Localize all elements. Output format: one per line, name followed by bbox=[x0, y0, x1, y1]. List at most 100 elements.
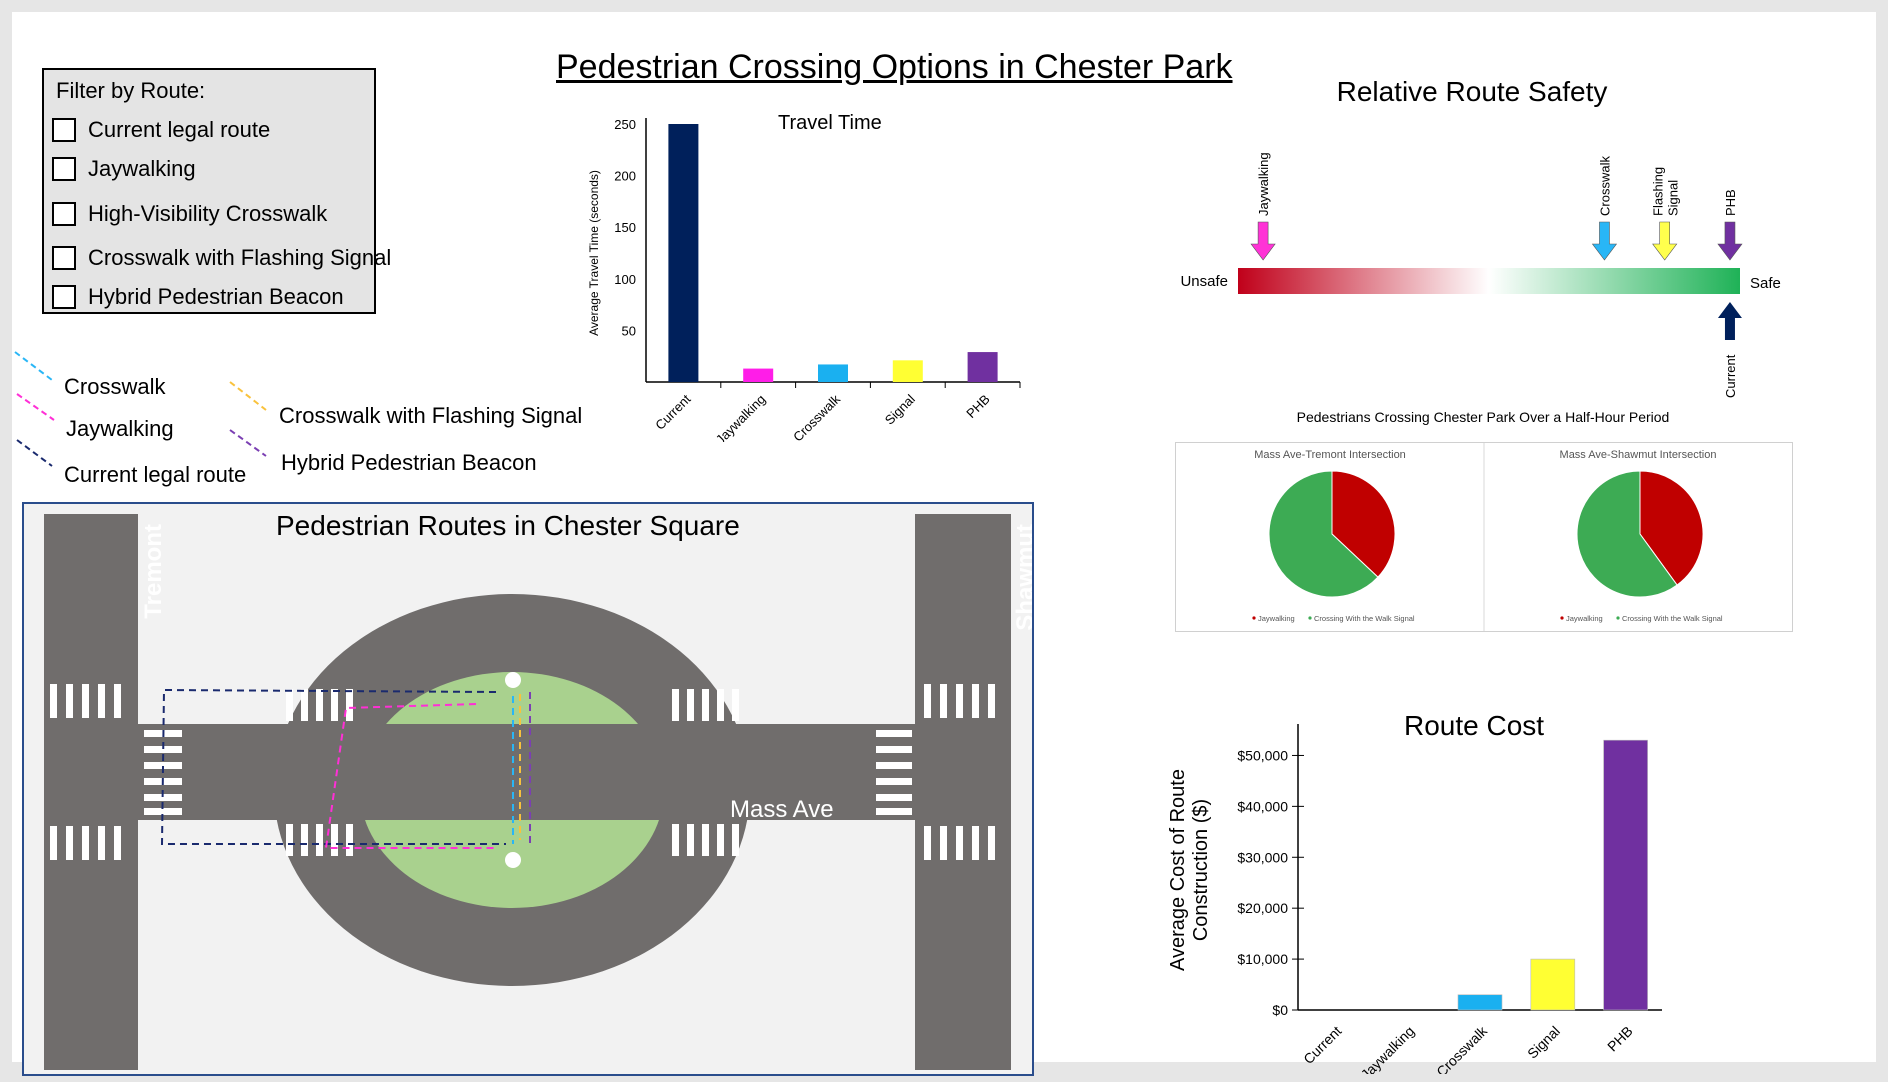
tt-y-tick: 100 bbox=[614, 272, 636, 287]
route-cost-chart: $0 $10,000 $20,000 $30,000 $40,000 $50,000 Ave… bbox=[1162, 702, 1682, 1074]
checkbox-jaywalking[interactable] bbox=[52, 157, 76, 181]
pie-legend-walk: Crossing With the Walk Signal bbox=[1622, 614, 1723, 623]
safety-gradient-bar bbox=[1238, 268, 1740, 294]
crosswalk-stripes bbox=[50, 684, 995, 860]
safety-left-label: Unsafe bbox=[1180, 273, 1228, 290]
route-jaywalking bbox=[324, 703, 494, 849]
crosswalk-ring-west-south bbox=[286, 824, 353, 856]
route-cost-title: Route Cost bbox=[1404, 710, 1545, 741]
route-cost-plot: $0 $10,000 $20,000 $30,000 $40,000 $50,000 Ave… bbox=[1167, 724, 1662, 1074]
rc-y-tick: $20,000 bbox=[1237, 900, 1288, 916]
travel-time-chart: 50 100 150 200 250 Average Travel Time (secon… bbox=[572, 102, 1032, 442]
legend-current-legal-route: Current legal route bbox=[64, 462, 247, 487]
safety-arrow-crosswalk bbox=[1591, 221, 1618, 261]
rc-x-tick: Crosswalk bbox=[1433, 1022, 1491, 1074]
pie-slice-jaywalking bbox=[1639, 470, 1704, 586]
route-safety-scale: Relative Route Safety Unsafe Safe Jaywalki… bbox=[1162, 72, 1782, 402]
tt-y-tick: 150 bbox=[614, 220, 636, 235]
rc-x-tick: Jaywalking bbox=[1358, 1023, 1418, 1074]
safety-label-phb: PHB bbox=[1723, 189, 1738, 216]
slide-canvas: Pedestrian Crossing Options in Chester P… bbox=[12, 12, 1876, 1076]
filter-option-label: Jaywalking bbox=[88, 156, 196, 181]
checkbox-phb[interactable] bbox=[52, 285, 76, 309]
start-point bbox=[505, 672, 521, 688]
tt-bar-jaywalking bbox=[743, 368, 774, 382]
checkbox-flashing-signal[interactable] bbox=[52, 246, 76, 270]
filter-option-jaywalking[interactable]: Jaywalking bbox=[52, 156, 196, 182]
checkbox-current[interactable] bbox=[52, 118, 76, 142]
legend-flashing-signal: Crosswalk with Flashing Signal bbox=[279, 403, 583, 428]
rc-bar-phb bbox=[1603, 739, 1648, 1011]
tt-bar-crosswalk bbox=[818, 364, 848, 382]
crosswalk-ring-west-north bbox=[286, 689, 353, 721]
rc-y-label-2: Construction ($) bbox=[1190, 799, 1212, 941]
street-label-tremont: Tremont bbox=[140, 524, 167, 619]
rc-x-tick: Current bbox=[1300, 1023, 1344, 1067]
crosswalk-ring-east-south bbox=[672, 824, 739, 856]
pie-slice-walk-signal bbox=[1268, 470, 1379, 598]
filter-option-current[interactable]: Current legal route bbox=[52, 117, 270, 143]
pie-legend-dot-jaywalking bbox=[1252, 616, 1256, 620]
crosswalk-shawmut-north bbox=[924, 684, 995, 718]
safety-arrow-current bbox=[1717, 302, 1742, 340]
tt-bar-current bbox=[668, 124, 699, 382]
safety-arrow-jaywalking bbox=[1250, 221, 1276, 261]
filter-option-label: Crosswalk with Flashing Signal bbox=[88, 245, 392, 270]
rc-bar-signal bbox=[1530, 958, 1576, 1011]
filter-option-phb[interactable]: Hybrid Pedestrian Beacon bbox=[52, 284, 344, 310]
filter-option-crosswalk[interactable]: High-Visibility Crosswalk bbox=[52, 201, 327, 227]
safety-label-current: Current bbox=[1723, 354, 1738, 398]
route-filter-panel: Filter by Route: Current legal route Jay… bbox=[42, 68, 391, 314]
end-point bbox=[505, 852, 521, 868]
pie-charts: Mass Ave-Tremont Intersection Jaywalking C… bbox=[1252, 443, 1723, 631]
pie-legend-walk: Crossing With the Walk Signal bbox=[1314, 614, 1415, 623]
filter-option-label: High-Visibility Crosswalk bbox=[88, 201, 328, 226]
tt-y-tick: 200 bbox=[614, 169, 636, 184]
crosswalk-ring-east-north bbox=[672, 689, 739, 721]
tt-y-tick: 250 bbox=[614, 117, 636, 132]
rc-y-tick: $50,000 bbox=[1237, 747, 1288, 763]
legend-line-phb bbox=[229, 429, 267, 457]
pie-title: Mass Ave-Tremont Intersection bbox=[1254, 449, 1406, 461]
checkbox-crosswalk[interactable] bbox=[52, 202, 76, 226]
pie-slice-jaywalking bbox=[1331, 470, 1396, 578]
pie-legend-dot-walk bbox=[1616, 616, 1620, 620]
pie-legend-dot-walk bbox=[1308, 616, 1312, 620]
street-label-shawmut: Shawmut bbox=[1012, 524, 1034, 631]
map-graphic bbox=[44, 514, 1011, 1070]
crosswalk-shawmut-south bbox=[924, 826, 995, 860]
safety-title: Relative Route Safety bbox=[1336, 76, 1608, 107]
rc-x-tick: PHB bbox=[1604, 1023, 1636, 1055]
travel-time-title: Travel Time bbox=[778, 112, 882, 134]
rc-y-tick: $30,000 bbox=[1237, 849, 1288, 865]
legend-line-flashing-signal bbox=[229, 381, 267, 411]
rc-y-tick: $10,000 bbox=[1237, 951, 1288, 967]
rc-y-tick: $0 bbox=[1272, 1002, 1288, 1018]
legend-jaywalking: Jaywalking bbox=[66, 416, 174, 441]
pie-slice-walk-signal bbox=[1576, 470, 1678, 598]
rc-y-tick: $40,000 bbox=[1237, 798, 1288, 814]
tt-bar-signal bbox=[892, 360, 923, 382]
legend-lines bbox=[14, 351, 267, 467]
pie-legend-dot-jaywalking bbox=[1560, 616, 1564, 620]
legend-crosswalk: Crosswalk bbox=[64, 374, 166, 399]
tt-x-tick: Current bbox=[652, 391, 694, 433]
street-label-mass-ave: Mass Ave bbox=[730, 796, 834, 823]
legend-line-jaywalking bbox=[16, 393, 55, 421]
chester-square-map: Pedestrian Routes in Chester Square Trem… bbox=[22, 502, 1034, 1076]
travel-time-plot: 50 100 150 200 250 Average Travel Time (secon… bbox=[587, 117, 1021, 442]
filter-option-flashing-signal[interactable]: Crosswalk with Flashing Signal bbox=[52, 245, 391, 271]
filter-title: Filter by Route: bbox=[56, 78, 206, 103]
route-current bbox=[160, 688, 506, 845]
rc-x-tick: Signal bbox=[1524, 1023, 1563, 1062]
filter-option-label: Current legal route bbox=[88, 117, 271, 142]
safety-label-jaywalking: Jaywalking bbox=[1256, 152, 1271, 216]
safety-label-crosswalk: Crosswalk bbox=[1597, 156, 1612, 216]
safety-label-flashing-signal-2: Signal bbox=[1666, 180, 1681, 216]
pie-legend-jaywalking: Jaywalking bbox=[1258, 614, 1295, 623]
pie-charts-panel: Mass Ave-Tremont Intersection Jaywalking C… bbox=[1175, 442, 1793, 632]
rc-bar-crosswalk bbox=[1457, 994, 1503, 1011]
legend-phb: Hybrid Pedestrian Beacon bbox=[281, 450, 537, 475]
rc-y-label-1: Average Cost of Route bbox=[1167, 769, 1189, 971]
pies-title: Pedestrians Crossing Chester Park Over a… bbox=[1296, 409, 1670, 425]
